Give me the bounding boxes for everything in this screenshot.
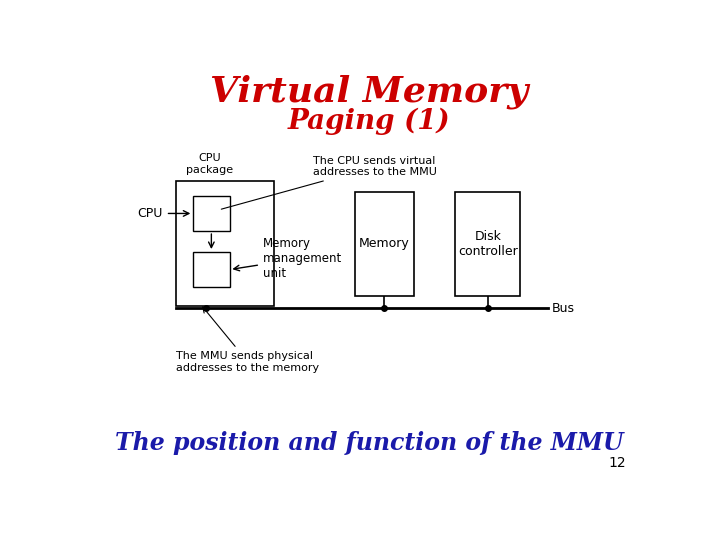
Text: Memory
management
unit: Memory management unit <box>234 237 342 280</box>
Text: Disk
controller: Disk controller <box>458 230 518 258</box>
Text: Virtual Memory: Virtual Memory <box>210 75 528 109</box>
Text: The position and function of the MMU: The position and function of the MMU <box>114 431 624 455</box>
Bar <box>176 181 274 306</box>
Text: 12: 12 <box>608 456 626 470</box>
Text: The MMU sends physical
addresses to the memory: The MMU sends physical addresses to the … <box>176 307 320 373</box>
Bar <box>193 196 230 231</box>
Text: The CPU sends virtual
addresses to the MMU: The CPU sends virtual addresses to the M… <box>221 156 437 209</box>
Text: Paging (1): Paging (1) <box>288 107 450 134</box>
Text: Bus: Bus <box>552 301 575 314</box>
Bar <box>456 192 520 295</box>
Text: CPU: CPU <box>138 207 189 220</box>
Bar <box>355 192 413 295</box>
Bar <box>193 252 230 287</box>
Text: CPU
package: CPU package <box>186 153 233 175</box>
Text: Memory: Memory <box>359 237 410 250</box>
